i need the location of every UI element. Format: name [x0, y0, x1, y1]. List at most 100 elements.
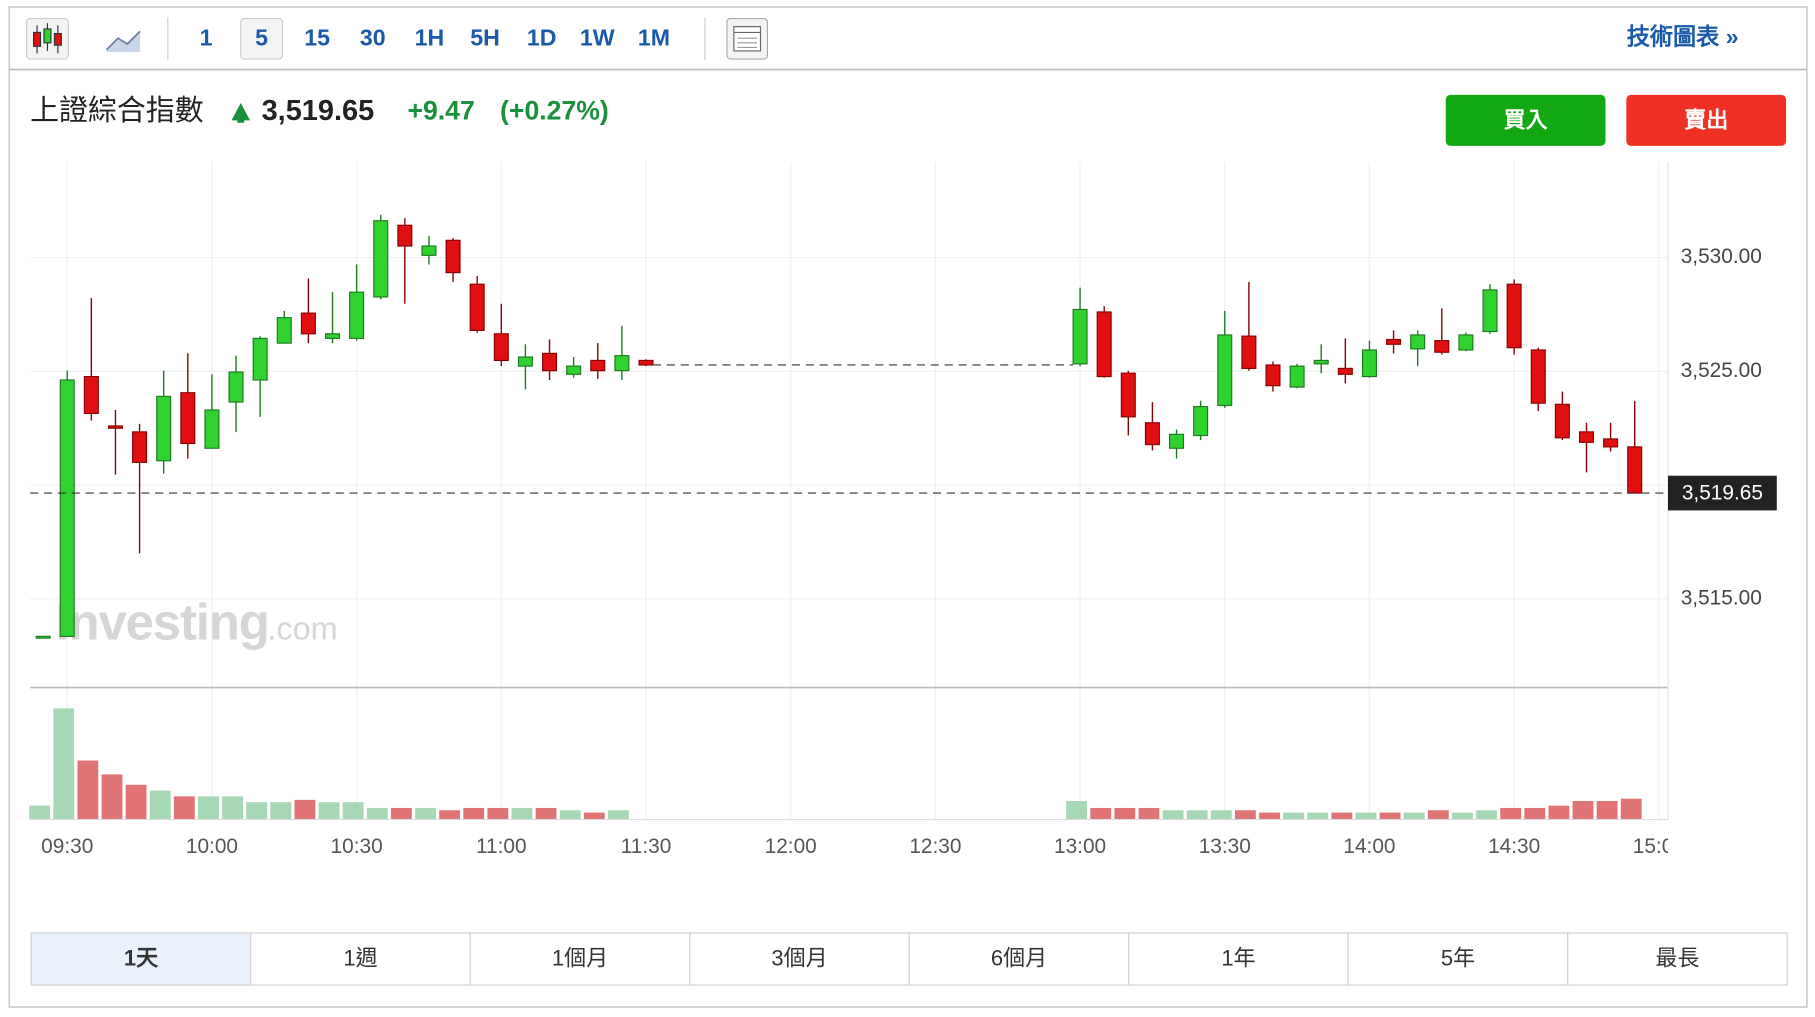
range-tab-label[interactable]: 1週 — [343, 945, 377, 970]
volume-bar — [173, 796, 195, 820]
interval-button[interactable]: 30 — [360, 24, 386, 50]
volume-bar — [1524, 807, 1546, 820]
range-tab-label[interactable]: 1年 — [1221, 945, 1255, 970]
volume-bar — [607, 810, 629, 820]
volume-bar — [1476, 810, 1497, 820]
volume-bar — [535, 807, 557, 820]
interval-button[interactable]: 1 — [200, 24, 213, 50]
candle-body — [469, 283, 485, 331]
range-tab-label[interactable]: 5年 — [1441, 945, 1475, 970]
volume-bar — [149, 790, 171, 820]
quote-price: 3,519.65 — [262, 95, 375, 127]
range-tab[interactable] — [250, 932, 471, 986]
candle-icon[interactable] — [26, 17, 69, 60]
candle-body — [1410, 334, 1426, 350]
candle-body — [1241, 335, 1257, 369]
volume-bar — [1066, 801, 1088, 820]
x-tick-label: 10:00 — [186, 835, 238, 858]
volume-bar — [222, 796, 243, 820]
candle-body — [1386, 338, 1402, 345]
volume-bar — [1331, 812, 1353, 820]
candle-body — [35, 635, 51, 639]
volume-bar — [439, 810, 461, 820]
buy-label[interactable]: 買入 — [1504, 107, 1548, 132]
widget-frame — [8, 6, 1808, 1008]
volume-bar — [1162, 810, 1184, 820]
interval-button[interactable]: 1D — [527, 24, 557, 50]
volume-bar — [342, 802, 364, 820]
range-tab-label[interactable]: 1個月 — [552, 945, 608, 970]
candle-body — [445, 239, 461, 274]
candle-body — [107, 425, 123, 429]
volume-bar — [559, 810, 581, 820]
interval-button[interactable]: 1W — [580, 24, 615, 50]
technical-chart-link[interactable]: 技術圖表 » — [1627, 23, 1739, 49]
volume-bar — [487, 807, 509, 820]
y-tick-label: 3,525.00 — [1681, 359, 1762, 382]
volume-bar — [1114, 807, 1136, 820]
range-tab[interactable] — [1347, 932, 1569, 986]
range-tab[interactable] — [1567, 932, 1788, 986]
candle-body — [1169, 433, 1185, 449]
volume-bar — [246, 802, 268, 820]
range-tab-label[interactable]: 3個月 — [771, 945, 827, 970]
candle-body — [1627, 446, 1643, 494]
candle-body — [1265, 364, 1281, 387]
candle-body — [228, 371, 244, 403]
buy-button[interactable]: 買入 — [1445, 94, 1606, 146]
candle-body — [1506, 283, 1522, 349]
candle-body — [542, 352, 558, 372]
volume-bar — [1500, 807, 1522, 820]
candle-body — [421, 245, 437, 256]
sell-button[interactable]: 賣出 — [1626, 94, 1787, 146]
volume-bar — [1210, 810, 1232, 820]
range-tab-label[interactable]: 1天 — [124, 945, 158, 970]
interval-button[interactable]: 15 — [304, 24, 330, 50]
area-icon[interactable] — [105, 30, 141, 53]
up-arrow — [231, 103, 251, 123]
candle-body — [156, 395, 172, 462]
range-tab[interactable] — [1128, 932, 1349, 986]
x-tick-label: 12:30 — [909, 835, 961, 858]
candle-body — [1193, 406, 1209, 437]
volume-bar — [29, 805, 51, 820]
x-tick-label: 14:00 — [1343, 835, 1395, 858]
volume-bar — [1283, 812, 1305, 820]
candle-body — [132, 431, 148, 463]
candle-body — [204, 409, 220, 449]
last-price-label: 3,519.65 — [1682, 482, 1763, 505]
volume-bar — [125, 784, 147, 820]
interval-selected — [240, 17, 284, 60]
volume-bar — [77, 760, 99, 820]
range-tab[interactable] — [469, 932, 691, 986]
grid — [30, 162, 1668, 820]
volume-bar — [101, 774, 123, 820]
x-tick-label: 12:00 — [765, 835, 817, 858]
volume-bar — [1138, 807, 1160, 820]
candle-body — [1458, 334, 1474, 351]
candle-body — [517, 356, 533, 367]
volume-bar — [1452, 812, 1473, 820]
interval-button[interactable]: 5 — [255, 24, 268, 50]
quote-change: +9.47 — [407, 95, 474, 125]
range-tabs: 1天 1週 1個月 3個月 6個月 1年 5年 最長 — [30, 932, 1788, 986]
candle-body — [1530, 349, 1546, 404]
candle-body — [1603, 438, 1619, 448]
layout-icon[interactable] — [726, 17, 769, 60]
range-tab-label[interactable]: 6個月 — [991, 945, 1047, 970]
range-tab[interactable] — [689, 932, 910, 986]
interval-button[interactable]: 5H — [470, 24, 500, 50]
volume-bar — [390, 807, 412, 820]
candle-body — [1313, 359, 1329, 365]
x-tick-labels: 09:30 10:00 10:30 11:00 11:30 12:00 12:30 13:00… — [41, 835, 1668, 858]
last-price-badge — [1667, 475, 1777, 511]
volume-bar — [1596, 801, 1618, 820]
interval-button[interactable]: 1H — [415, 24, 445, 50]
interval-button[interactable]: 1M — [638, 24, 670, 50]
range-tab-label[interactable]: 最長 — [1655, 945, 1699, 970]
candle-body — [180, 392, 196, 445]
sell-label[interactable]: 賣出 — [1683, 107, 1728, 132]
volume-bar — [318, 802, 340, 820]
candle-body — [614, 355, 630, 372]
